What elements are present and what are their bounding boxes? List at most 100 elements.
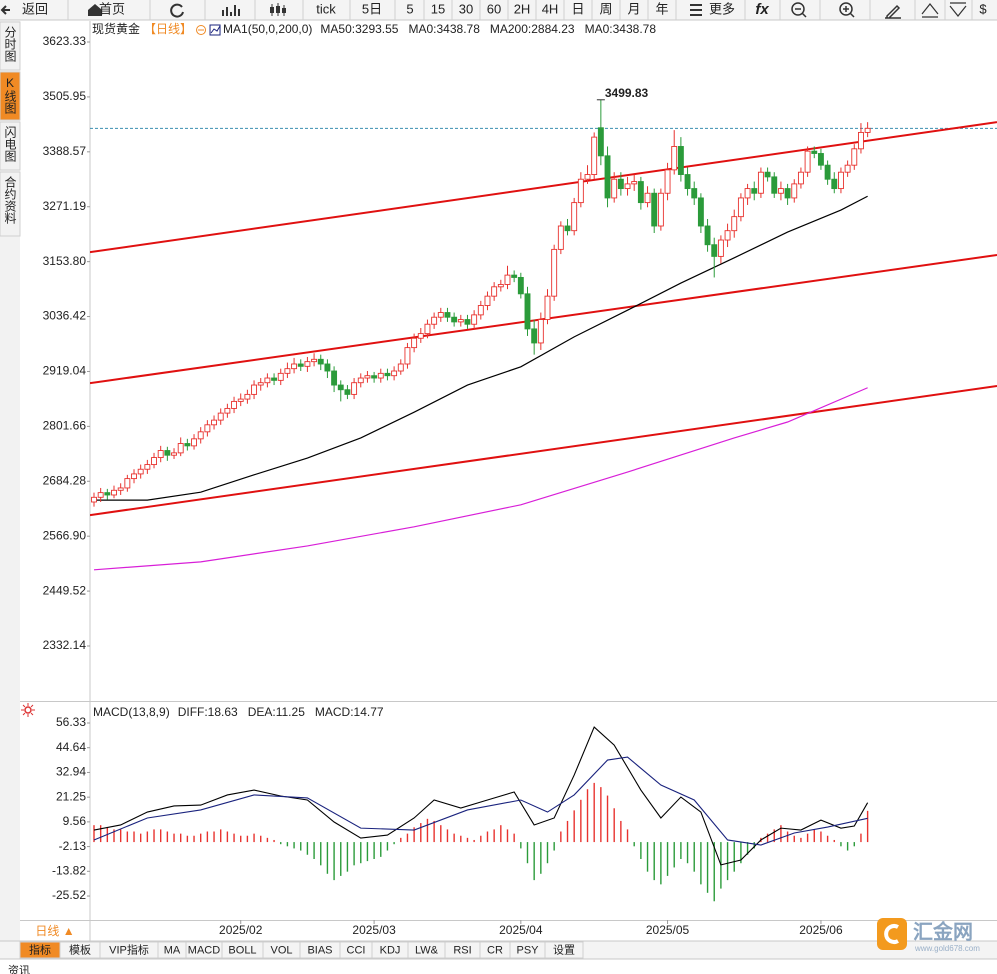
candle-body <box>664 169 671 194</box>
bottom-tab[interactable]: 资讯 <box>8 964 30 974</box>
toolbar-icons <box>0 2 967 19</box>
toolbar-button[interactable]: 5日 <box>362 1 382 16</box>
candle-body <box>144 464 151 470</box>
legend-entry: MA0:3438.78 <box>408 22 480 36</box>
toolbar-button[interactable]: 周 <box>599 1 612 16</box>
indicator-tab[interactable]: 模板 <box>69 942 91 956</box>
y-tick-label: 2919.04 <box>43 364 87 378</box>
watermark-url: www.gold678.com <box>914 944 980 953</box>
candle-body <box>644 192 651 204</box>
candle-body <box>417 333 424 339</box>
indicator-tab[interactable]: BIAS <box>307 944 332 956</box>
y-tick-label: 2332.14 <box>43 638 87 652</box>
indicator-tab[interactable]: RSI <box>453 944 471 956</box>
indicator-tab[interactable]: MACD <box>188 944 220 956</box>
candle-body <box>631 181 638 185</box>
sidebar-tab-bg[interactable] <box>0 71 21 121</box>
indicator-tab[interactable]: 指标 <box>29 942 51 956</box>
sidebar-tab-bg[interactable] <box>0 171 21 237</box>
indicator-tab-bg[interactable] <box>544 941 584 959</box>
sidebar-tab-bg[interactable] <box>0 21 21 71</box>
y-tick-label: 3623.33 <box>43 34 87 48</box>
candle-body <box>157 450 164 458</box>
macd-line <box>93 756 868 846</box>
indicator-tab[interactable]: PSY <box>516 944 539 956</box>
candle-body <box>131 473 137 480</box>
candle-body <box>151 457 157 466</box>
toolbar-button[interactable]: 返回 <box>22 1 48 16</box>
candle-body <box>364 375 371 379</box>
toolbar-button[interactable]: 更多 <box>709 1 735 16</box>
toolbar-button[interactable]: 2H <box>514 1 531 16</box>
candle-body <box>404 347 411 365</box>
indicator-tab[interactable]: LW& <box>415 944 439 956</box>
sidebar-tab[interactable]: 合约资料 <box>3 175 17 224</box>
candle-body <box>497 284 504 288</box>
x-tick-label: 2025/03 <box>352 923 396 937</box>
candle-body <box>844 164 851 173</box>
indicator-tab[interactable]: CCI <box>347 944 366 956</box>
legend-entry: DEA:11.25 <box>248 705 305 719</box>
candle-body <box>351 382 358 395</box>
candle-body <box>651 192 658 227</box>
sidebar-tab[interactable]: 分时图 <box>3 26 17 62</box>
candle-body <box>384 372 391 377</box>
macd-line <box>93 726 869 866</box>
x-tick-label: 2025/06 <box>799 923 843 937</box>
candle-body <box>331 370 338 386</box>
candle-body <box>551 248 558 297</box>
candle-body <box>684 174 691 190</box>
candle-body <box>424 323 431 335</box>
candle-body <box>224 407 231 414</box>
indicator-tab[interactable]: MA <box>164 944 181 956</box>
indicator-tab[interactable]: CR <box>487 944 503 956</box>
sidebar-tab[interactable]: K线图 <box>3 76 17 114</box>
toolbar-button[interactable]: $ <box>979 1 987 16</box>
indicator-tab[interactable]: 设置 <box>553 943 575 956</box>
candle-body <box>784 188 791 199</box>
macd-settings-icon[interactable] <box>21 703 35 717</box>
toolbar-button[interactable]: 年 <box>655 1 668 16</box>
toolbar-button[interactable]: 月 <box>627 1 640 16</box>
toolbar-button[interactable]: 5 <box>406 1 413 16</box>
legend-entry: MA0:3438.78 <box>585 22 657 36</box>
sidebar-tab-bg[interactable] <box>0 121 21 171</box>
candle-body <box>197 431 204 440</box>
candle-body <box>437 312 444 318</box>
candle-body <box>657 192 664 227</box>
toolbar-button[interactable]: 60 <box>487 1 501 16</box>
indicator-tab[interactable]: VIP指标 <box>109 942 149 956</box>
indicator-tab[interactable]: BOLL <box>228 944 256 956</box>
toolbar-button[interactable]: tick <box>316 1 336 16</box>
toolbar-button[interactable]: 日 <box>571 1 584 16</box>
candle-body <box>317 358 324 365</box>
y-tick-label: 3388.57 <box>43 144 87 158</box>
candle-body <box>564 225 571 232</box>
y-tick-label: 44.64 <box>56 740 86 754</box>
candle-body <box>824 164 831 180</box>
sidebar-tab[interactable]: 闪电图 <box>3 126 17 162</box>
candle-body <box>204 424 211 433</box>
indicator-label: MA1(50,0,200,0) <box>223 22 312 36</box>
period-icon[interactable] <box>196 25 207 35</box>
candle-body <box>291 363 298 370</box>
watermark-logo-mark <box>884 924 899 944</box>
toolbar-button[interactable]: 首页 <box>99 1 125 16</box>
indicator-tab[interactable]: VOL <box>270 944 292 956</box>
candle-body <box>717 239 724 257</box>
period-selector[interactable]: 日线 ▲ <box>35 924 74 938</box>
candle-body <box>377 372 384 379</box>
toolbar-button[interactable]: 4H <box>542 1 559 16</box>
toolbar-button[interactable]: 15 <box>431 1 445 16</box>
candle-body <box>577 178 584 204</box>
indicator-icon-mark <box>210 25 221 34</box>
candle-body <box>511 274 518 278</box>
toolbar-button[interactable]: 30 <box>459 1 473 16</box>
candle-body <box>304 361 311 367</box>
indicator-tab[interactable]: KDJ <box>380 944 401 956</box>
y-tick-label: 2801.66 <box>43 419 87 433</box>
watermark: 汇金网 www.gold678.com <box>877 918 980 953</box>
toolbar-button[interactable]: fx <box>755 1 769 18</box>
candle-body <box>477 305 484 316</box>
y-tick-label: 2684.28 <box>43 473 87 487</box>
